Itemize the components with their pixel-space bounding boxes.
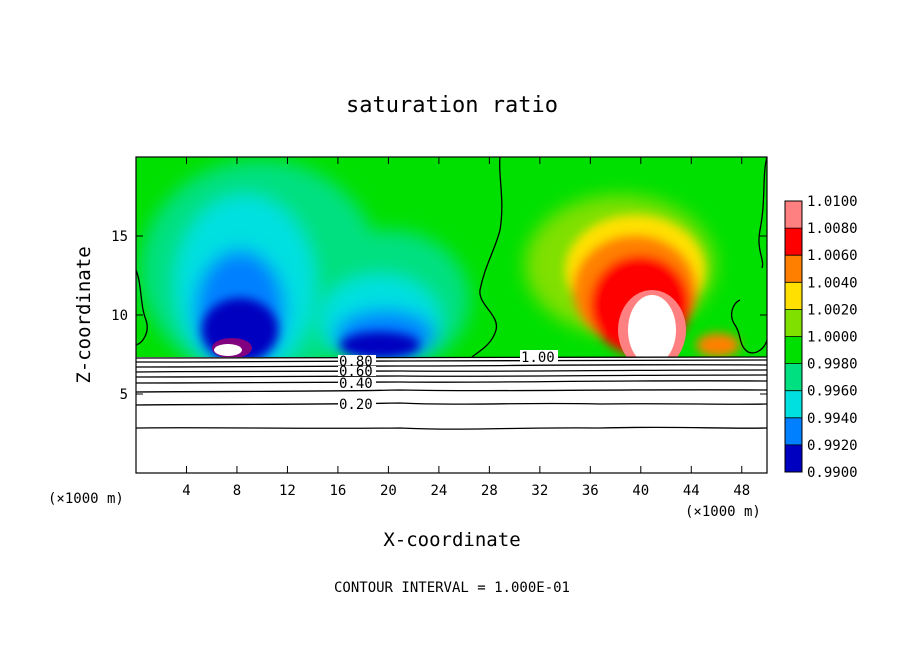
colorbar-label: 0.9920 [807,438,858,454]
contour-labels: 1.00 0.80 0.60 0.40 0.20 [338,350,558,413]
colorbar-swatch [785,444,802,473]
colorbar-label: 0.9900 [807,465,858,481]
colorbar-label: 1.0100 [807,194,858,210]
contour-label-1-00: 1.00 [521,350,555,366]
lower-contours [136,356,767,430]
colorbar: 1.0100 1.0080 1.0060 1.0040 1.0020 1.0000 0.99… [784,194,858,481]
colorbar-label: 0.9960 [807,384,858,400]
x-tick-label: 44 [683,483,700,499]
saturation-field [136,157,767,473]
x-tick-label: 8 [233,483,241,499]
colorbar-swatch [785,282,802,310]
x-tick-label: 40 [632,483,649,499]
x-tick-label: 16 [329,483,346,499]
colorbar-swatch [785,309,802,337]
x-tick-label: 48 [733,483,750,499]
contour-interval-text: CONTOUR INTERVAL = 1.000E-01 [334,580,570,596]
colorbar-swatch [785,201,802,229]
colorbar-label: 0.9980 [807,357,858,373]
contour-label-0-20: 0.20 [339,397,373,413]
colorbar-label: 1.0020 [807,302,858,318]
colorbar-label: 1.0000 [807,330,858,346]
x-tick-label: 4 [182,483,190,499]
colorbar-label: 1.0040 [807,275,858,291]
x-tick-label: 24 [430,483,447,499]
contour-label-0-40: 0.40 [339,376,373,392]
colorbar-label: 1.0080 [807,221,858,237]
colorbar-label: 1.0060 [807,248,858,264]
x-tick-label: 28 [481,483,498,499]
saturation-1-contours [136,157,767,358]
colorbar-swatch [785,228,802,256]
contour-label-0-80: 0.80 [339,354,373,370]
x-axis-label: X-coordinate [383,529,520,551]
y-axis: 5 10 15 [111,229,767,403]
x-unit-label: (×1000 m) [685,504,761,520]
colorbar-swatch [785,390,802,419]
y-axis-label: Z-coordinate [73,246,95,383]
colorbar-label: 0.9940 [807,411,858,427]
x-tick-label: 12 [279,483,296,499]
y-tick-label: 5 [120,387,128,403]
colorbar-swatch [785,255,802,283]
y-tick-label: 10 [111,308,128,324]
x-tick-label: 20 [380,483,397,499]
chart-title: saturation ratio [346,93,558,118]
x-axis: 4 8 12 16 20 24 28 32 36 40 44 48 [182,157,750,499]
y-tick-label: 15 [111,229,128,245]
y-unit-label: (×1000 m) [48,491,124,507]
x-tick-label: 36 [582,483,599,499]
x-tick-label: 32 [531,483,548,499]
contour-label-0-60: 0.60 [339,364,373,380]
colorbar-swatch [785,363,802,392]
colorbar-swatch [785,336,802,365]
colorbar-swatch [785,417,802,446]
